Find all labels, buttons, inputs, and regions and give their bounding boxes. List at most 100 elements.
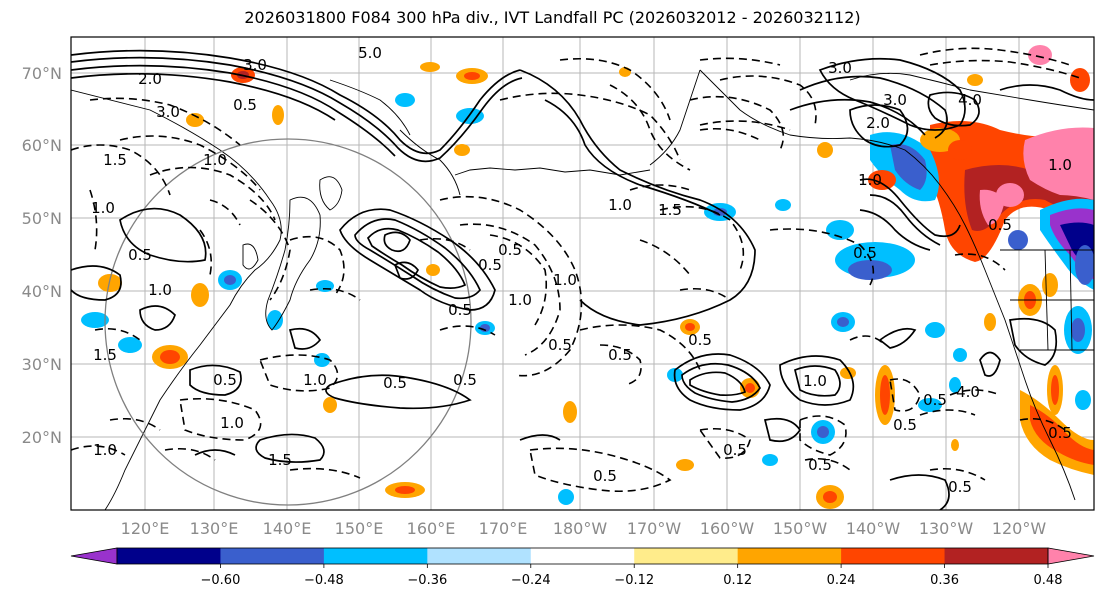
contour-label: 0.5 — [383, 374, 407, 392]
fill-patch — [1075, 390, 1091, 410]
fill-patch — [745, 383, 755, 393]
colorbar-tick-labels: −0.60 −0.48 −0.36 −0.24 −0.12 0.12 0.24 0.36 0.4… — [201, 564, 1063, 588]
latitude-label: 60°N — [22, 136, 62, 155]
contour-label: 4.0 — [958, 91, 982, 109]
contour-label: 1.0 — [553, 271, 577, 289]
contour-label: 0.5 — [498, 241, 522, 259]
contour-label: 1.0 — [1048, 156, 1072, 174]
fill-patch — [685, 323, 695, 331]
fill-patch — [676, 459, 694, 471]
fill-patch — [775, 199, 791, 211]
fill-patch — [454, 144, 470, 156]
latitude-label: 70°N — [22, 64, 62, 83]
fill-patch — [191, 283, 209, 307]
fill-patch — [1051, 375, 1059, 405]
contour-label: 1.5 — [658, 201, 682, 219]
fill-patch — [558, 489, 574, 505]
contour-label: 3.0 — [243, 56, 267, 74]
shaded-fill-patches — [81, 45, 1094, 509]
contour-label: 0.5 — [948, 478, 972, 496]
contour-label: 0.5 — [1048, 424, 1072, 442]
contour-label: 1.0 — [803, 372, 827, 390]
fill-patch — [984, 313, 996, 331]
fill-patch — [925, 322, 945, 338]
fill-patch — [762, 454, 778, 466]
contour-label: 1.0 — [303, 371, 327, 389]
landfall-region-circle — [104, 138, 472, 506]
fill-patch — [817, 142, 833, 158]
latitude-labels: 70°N 60°N 50°N 40°N 30°N 20°N — [22, 64, 62, 447]
fill-patch — [98, 274, 122, 292]
contour-label: 0.5 — [893, 416, 917, 434]
contour-label: 3.0 — [828, 59, 852, 77]
fill-patch — [880, 375, 890, 415]
fill-patch — [456, 108, 484, 124]
fill-patch — [464, 72, 480, 80]
colorbar-segment — [427, 548, 532, 564]
fill-patch — [81, 312, 109, 328]
longitude-label: 130°E — [190, 519, 239, 538]
colorbar-segment — [841, 548, 946, 564]
fill-patch — [1075, 245, 1094, 285]
map-area — [71, 37, 1094, 510]
fill-patch — [817, 426, 829, 438]
fill-patch — [323, 397, 337, 413]
contour-label: 0.5 — [723, 441, 747, 459]
fill-patch — [823, 491, 837, 503]
contour-label: 0.5 — [688, 331, 712, 349]
fill-patch — [918, 398, 942, 412]
colorbar-segment — [634, 548, 739, 564]
fill-patch — [890, 144, 927, 190]
colorbar-tick-label: −0.60 — [201, 573, 241, 588]
colorbar-frame — [116, 547, 1049, 565]
longitude-label: 150°E — [335, 519, 384, 538]
contour-label: 1.5 — [103, 151, 127, 169]
fill-patch — [160, 350, 180, 364]
contour-label: 1.5 — [93, 346, 117, 364]
contour-label: 1.0 — [93, 441, 117, 459]
fill-patch — [826, 220, 854, 240]
contour-label: 1.0 — [148, 281, 172, 299]
longitude-label: 160°W — [700, 519, 755, 538]
contour-label: 0.5 — [128, 246, 152, 264]
colorbar-tick-label: 0.12 — [723, 573, 752, 588]
contour-label: 1.0 — [608, 196, 632, 214]
contour-labels: 5.0 3.0 2.0 0.5 3.0 1.0 1.5 1.0 0.5 1.0 1.5 0.5 1.0 0… — [91, 44, 1072, 496]
colorbar-tick-label: 0.24 — [827, 573, 856, 588]
fill-patch — [1071, 318, 1085, 342]
longitude-label: 170°W — [627, 519, 682, 538]
contour-label: 0.5 — [988, 216, 1012, 234]
colorbar-tick-label: 0.48 — [1034, 573, 1063, 588]
fill-patch — [118, 337, 142, 353]
fill-patch — [186, 113, 204, 127]
longitude-label: 140°W — [846, 519, 901, 538]
longitude-label: 180°W — [553, 519, 608, 538]
latitude-label: 20°N — [22, 428, 62, 447]
contour-label: 1.0 — [220, 414, 244, 432]
colorbar-segment — [117, 548, 221, 564]
fill-patch — [563, 401, 577, 423]
longitude-label: 150°W — [773, 519, 828, 538]
graticule — [71, 37, 1094, 510]
contour-label: 0.5 — [233, 96, 257, 114]
contour-label: 0.5 — [853, 244, 877, 262]
colorbar-segment — [737, 548, 842, 564]
colorbar-segment — [530, 548, 635, 564]
contour-label: 4.0 — [956, 383, 980, 401]
contour-label: 5.0 — [358, 44, 382, 62]
longitude-label: 170°E — [479, 519, 528, 538]
longitude-label: 120°W — [992, 519, 1047, 538]
colorbar-extend-max — [1047, 547, 1095, 565]
fill-patch — [949, 377, 961, 393]
fill-patch — [395, 486, 415, 494]
contour-label: 1.0 — [91, 199, 115, 217]
colorbar-tick-label: 0.36 — [930, 573, 959, 588]
dashed-contours — [71, 47, 1081, 493]
colorbar-tick-label: −0.48 — [304, 573, 344, 588]
colorbar-tick-label: −0.36 — [407, 573, 447, 588]
fill-patch — [848, 260, 892, 280]
fill-patch — [1042, 273, 1058, 297]
fill-patch — [1023, 127, 1094, 200]
fill-patch — [996, 183, 1024, 207]
contour-label: 3.0 — [883, 91, 907, 109]
